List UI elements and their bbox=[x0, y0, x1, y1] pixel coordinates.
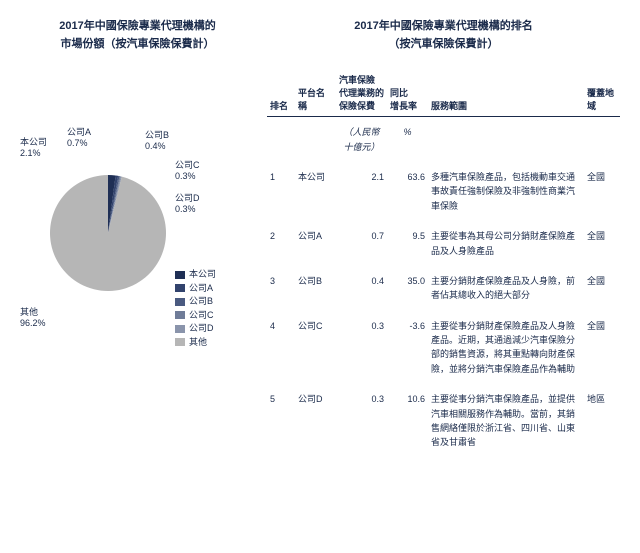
callout-d: 公司D0.3% bbox=[175, 193, 200, 215]
table-row: 4公司C0.3-3.6主要從事分銷財產保險產品及人身險產品。近期，其通過減少汽車… bbox=[267, 311, 620, 385]
left-title: 2017年中國保險專業代理機構的 市場份額（按汽車保險保費計） bbox=[20, 18, 255, 53]
callout-other: 其他96.2% bbox=[20, 307, 46, 329]
pie-slice bbox=[50, 175, 166, 291]
pie-chart bbox=[48, 173, 168, 296]
legend-label: 公司D bbox=[189, 322, 214, 336]
th-region: 覆蓋地域 bbox=[584, 69, 620, 117]
legend-row: 其他 bbox=[175, 336, 216, 350]
left-title-l1: 2017年中國保險專業代理機構的 bbox=[59, 20, 215, 32]
cell-scope: 主要從事為其母公司分銷財產保險產品及人身險產品 bbox=[428, 221, 584, 266]
legend-label: 公司B bbox=[189, 295, 213, 309]
cell-scope: 主要從事分銷財產保險產品及人身險產品。近期，其通過減少汽車保險分部的銷售資源，將… bbox=[428, 311, 584, 385]
legend-swatch bbox=[175, 325, 185, 333]
cell-name: 公司A bbox=[295, 221, 336, 266]
unit-growth: % bbox=[387, 117, 428, 162]
ranking-table: 排名 平台名稱 汽車保險 代理業務的 保險保費 同比 增長率 服務範圍 覆蓋地域 bbox=[267, 69, 620, 458]
cell-premium: 0.7 bbox=[336, 221, 387, 266]
th-rank: 排名 bbox=[267, 69, 295, 117]
left-title-l2: 市場份額（按汽車保險保費計） bbox=[61, 38, 215, 50]
cell-rank: 2 bbox=[267, 221, 295, 266]
th-scope: 服務範圍 bbox=[428, 69, 584, 117]
cell-region: 地區 bbox=[584, 384, 620, 458]
legend-row: 本公司 bbox=[175, 268, 216, 282]
cell-growth: 63.6 bbox=[387, 162, 428, 221]
legend: 本公司公司A公司B公司C公司D其他 bbox=[175, 268, 216, 349]
cell-region: 全國 bbox=[584, 162, 620, 221]
table-row: 3公司B0.435.0主要分銷財產保險產品及人身險，前者佔其總收入的絕大部分全國 bbox=[267, 266, 620, 311]
legend-label: 公司A bbox=[189, 282, 213, 296]
legend-row: 公司A bbox=[175, 282, 216, 296]
callout-c: 公司C0.3% bbox=[175, 160, 200, 182]
cell-premium: 0.3 bbox=[336, 384, 387, 458]
cell-growth: 9.5 bbox=[387, 221, 428, 266]
unit-premium: （人民幣十億元） bbox=[336, 117, 387, 162]
callout-b: 公司B0.4% bbox=[145, 130, 169, 152]
table-row: 5公司D0.310.6主要從事分銷汽車保險產品，並提供汽車相關服務作為輔助。當前… bbox=[267, 384, 620, 458]
cell-rank: 1 bbox=[267, 162, 295, 221]
legend-swatch bbox=[175, 338, 185, 346]
cell-growth: 35.0 bbox=[387, 266, 428, 311]
cell-rank: 4 bbox=[267, 311, 295, 385]
th-name: 平台名稱 bbox=[295, 69, 336, 117]
cell-scope: 多種汽車保險產品，包括機動車交通事故責任強制保險及非強制性商業汽車保險 bbox=[428, 162, 584, 221]
table-row: 2公司A0.79.5主要從事為其母公司分銷財產保險產品及人身險產品全國 bbox=[267, 221, 620, 266]
th-premium: 汽車保險 代理業務的 保險保費 bbox=[336, 69, 387, 117]
cell-name: 本公司 bbox=[295, 162, 336, 221]
table-row: 1本公司2.163.6多種汽車保險產品，包括機動車交通事故責任強制保險及非強制性… bbox=[267, 162, 620, 221]
legend-swatch bbox=[175, 298, 185, 306]
cell-premium: 0.3 bbox=[336, 311, 387, 385]
legend-label: 其他 bbox=[189, 336, 207, 350]
cell-region: 全國 bbox=[584, 311, 620, 385]
legend-swatch bbox=[175, 271, 185, 279]
legend-label: 本公司 bbox=[189, 268, 216, 282]
legend-label: 公司C bbox=[189, 309, 214, 323]
cell-scope: 主要分銷財產保險產品及人身險，前者佔其總收入的絕大部分 bbox=[428, 266, 584, 311]
legend-row: 公司D bbox=[175, 322, 216, 336]
callout-a: 公司A0.7% bbox=[67, 127, 91, 149]
legend-row: 公司B bbox=[175, 295, 216, 309]
legend-swatch bbox=[175, 284, 185, 292]
cell-growth: -3.6 bbox=[387, 311, 428, 385]
right-title: 2017年中國保險專業代理機構的排名 （按汽車保險保費計） bbox=[267, 18, 620, 53]
cell-premium: 2.1 bbox=[336, 162, 387, 221]
cell-scope: 主要從事分銷汽車保險產品，並提供汽車相關服務作為輔助。當前，其銷售網絡僅限於浙江… bbox=[428, 384, 584, 458]
legend-row: 公司C bbox=[175, 309, 216, 323]
callout-self: 本公司2.1% bbox=[20, 137, 47, 159]
cell-growth: 10.6 bbox=[387, 384, 428, 458]
cell-region: 全國 bbox=[584, 266, 620, 311]
right-title-l1: 2017年中國保險專業代理機構的排名 bbox=[354, 20, 532, 32]
cell-rank: 5 bbox=[267, 384, 295, 458]
legend-swatch bbox=[175, 311, 185, 319]
pie-chart-area: 本公司2.1% 公司A0.7% 公司B0.4% 公司C0.3% 公司D0.3% … bbox=[20, 113, 255, 413]
cell-region: 全國 bbox=[584, 221, 620, 266]
cell-name: 公司B bbox=[295, 266, 336, 311]
th-growth: 同比 增長率 bbox=[387, 69, 428, 117]
cell-name: 公司C bbox=[295, 311, 336, 385]
right-title-l2: （按汽車保險保費計） bbox=[389, 38, 499, 50]
cell-premium: 0.4 bbox=[336, 266, 387, 311]
cell-rank: 3 bbox=[267, 266, 295, 311]
cell-name: 公司D bbox=[295, 384, 336, 458]
